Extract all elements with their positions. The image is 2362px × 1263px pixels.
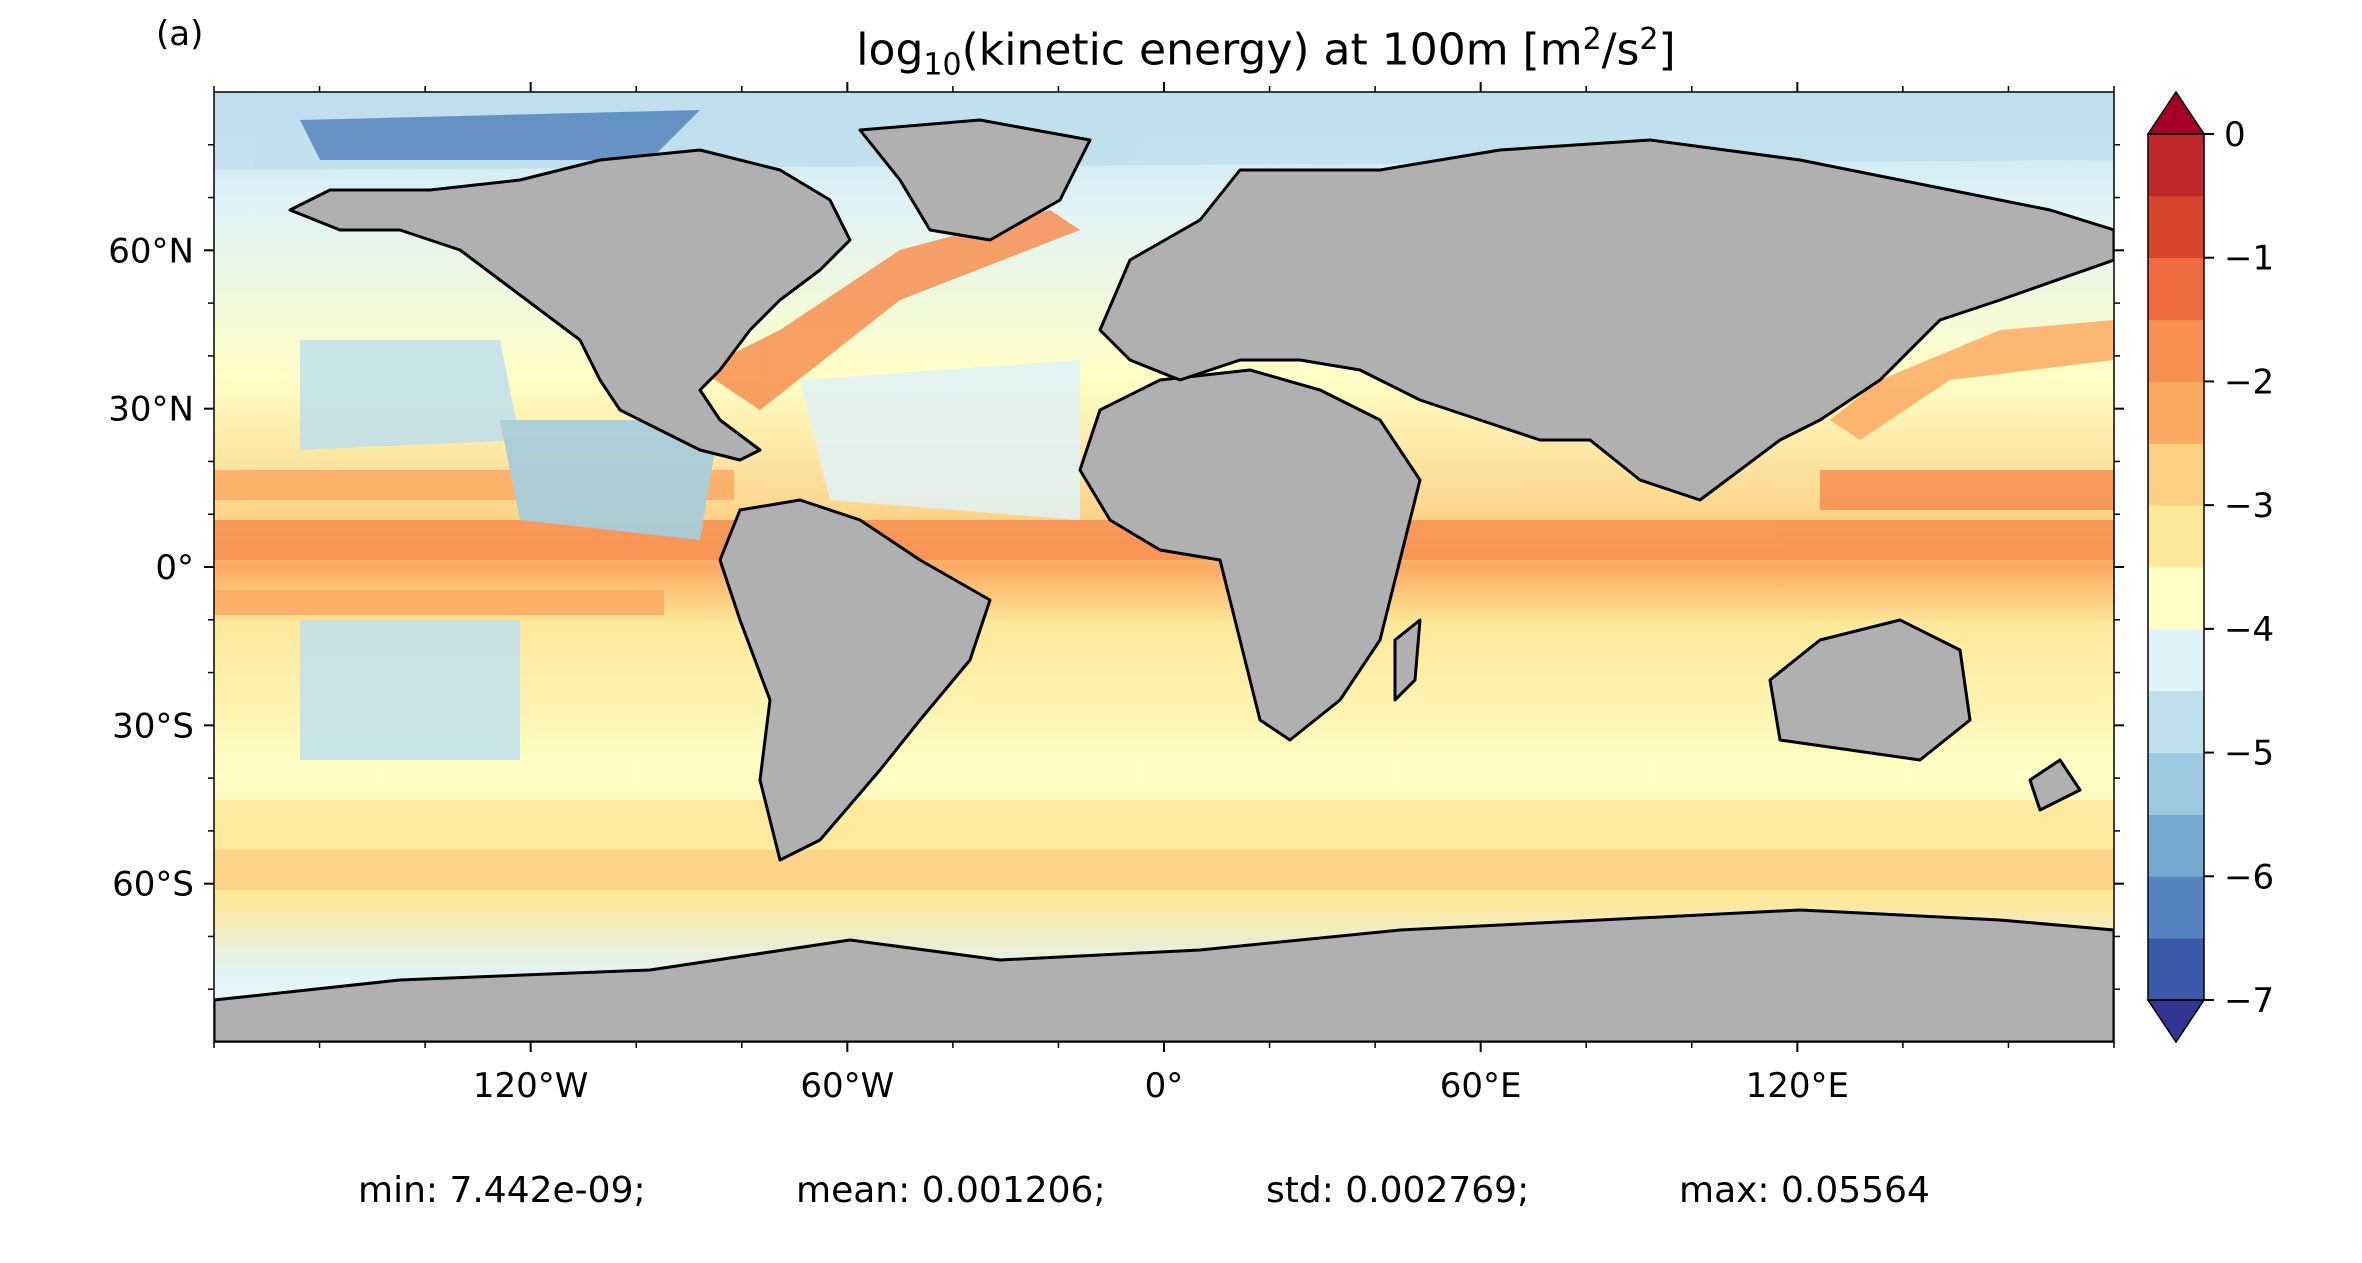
title-superscript-1: 2 bbox=[1582, 22, 1602, 57]
colorbar-tick-label: −6 bbox=[2224, 857, 2274, 897]
colorbar-bin bbox=[2148, 195, 2204, 259]
colorbar-bin bbox=[2148, 381, 2204, 444]
antarctica bbox=[214, 908, 2114, 1042]
lat-tick-label: 0° bbox=[155, 548, 194, 588]
colorbar-bin bbox=[2148, 876, 2204, 939]
stat-max: max: 0.05564 bbox=[1679, 1170, 1930, 1211]
colorbar-extend-min bbox=[2146, 999, 2206, 1044]
colorbar-tick-label: −3 bbox=[2224, 486, 2274, 526]
colorbar-tick-label: −2 bbox=[2224, 362, 2274, 402]
title-middle: (kinetic energy) at 100m [m bbox=[961, 24, 1583, 76]
title-middle-2: /s bbox=[1601, 24, 1640, 76]
lon-tick-label: 120°W bbox=[473, 1066, 589, 1106]
colorbar-bin bbox=[2148, 443, 2204, 506]
lat-tick-label: 60°N bbox=[108, 231, 194, 271]
colorbar-bin bbox=[2148, 134, 2204, 197]
australia bbox=[1768, 618, 1972, 762]
colorbar-tick-label: −1 bbox=[2224, 239, 2274, 279]
colorbar-bin bbox=[2148, 505, 2204, 568]
west-pacific-band bbox=[1820, 470, 2114, 510]
title-suffix: ] bbox=[1658, 24, 1676, 76]
colorbar-bin bbox=[2148, 257, 2204, 321]
title-subscript: 10 bbox=[923, 47, 962, 83]
stat-std: std: 0.002769; bbox=[1266, 1170, 1530, 1211]
title-prefix: log bbox=[856, 24, 924, 76]
colorbar-bin bbox=[2148, 690, 2204, 754]
lon-tick-label: 60°W bbox=[800, 1066, 894, 1106]
acc-band bbox=[214, 850, 2114, 890]
colorbar-bin bbox=[2148, 938, 2204, 1001]
stat-min: min: 7.442e-09; bbox=[358, 1170, 646, 1211]
lon-tick-label: 60°E bbox=[1440, 1066, 1522, 1106]
stat-mean: mean: 0.001206; bbox=[796, 1170, 1106, 1211]
eurasia bbox=[1098, 138, 2114, 502]
east-pacific-low bbox=[500, 420, 720, 540]
kuroshio bbox=[1830, 320, 2114, 440]
colorbar-frame bbox=[2147, 133, 2205, 1001]
gulf-stream bbox=[700, 210, 1080, 410]
north-america bbox=[288, 148, 852, 462]
se-pacific-low bbox=[300, 620, 520, 760]
lon-tick-label: 0° bbox=[1145, 1066, 1184, 1106]
lat-tick-label: 30°N bbox=[108, 390, 194, 430]
lon-tick-label: 120°E bbox=[1746, 1066, 1849, 1106]
land bbox=[214, 118, 2114, 1042]
africa bbox=[1078, 368, 1422, 742]
lat-tick-label: 60°S bbox=[112, 865, 194, 905]
colorbar-bin bbox=[2148, 628, 2204, 692]
colorbar-bin bbox=[2148, 567, 2204, 630]
axis-ticks: 60°N 30°N 0° 30°S 60°S 120°W 60°W 0° 60°E 120°E bbox=[108, 82, 2124, 1106]
colorbar-extend-max bbox=[2146, 90, 2206, 135]
map-area bbox=[214, 92, 2114, 1042]
south-america bbox=[718, 498, 992, 862]
colorbar-bin bbox=[2148, 319, 2204, 382]
colorbar-bin bbox=[2148, 752, 2204, 815]
colorbar: 0 −1 −2 −3 −4 −5 −6 −7 bbox=[2146, 90, 2274, 1044]
colorbar-tick-label: −5 bbox=[2224, 734, 2274, 774]
colorbar-tick-label: −4 bbox=[2224, 610, 2274, 650]
ne-pacific-low bbox=[300, 340, 520, 450]
north-atlantic-gyre bbox=[800, 360, 1080, 520]
panel-label: (a) bbox=[156, 14, 204, 54]
colorbar-tick-label: −7 bbox=[2224, 981, 2274, 1021]
greenland bbox=[858, 118, 1092, 242]
new-zealand bbox=[2028, 758, 2082, 812]
south-equatorial-band bbox=[214, 590, 664, 615]
colorbar-tick-label: 0 bbox=[2224, 115, 2246, 155]
arctic-very-low bbox=[300, 110, 700, 160]
title-superscript-2: 2 bbox=[1639, 22, 1659, 57]
colorbar-bin bbox=[2148, 814, 2204, 877]
chart-title: log10(kinetic energy) at 100m [m2/s2] bbox=[0, 22, 2362, 82]
lat-tick-label: 30°S bbox=[112, 706, 194, 746]
madagascar bbox=[1393, 618, 1422, 702]
